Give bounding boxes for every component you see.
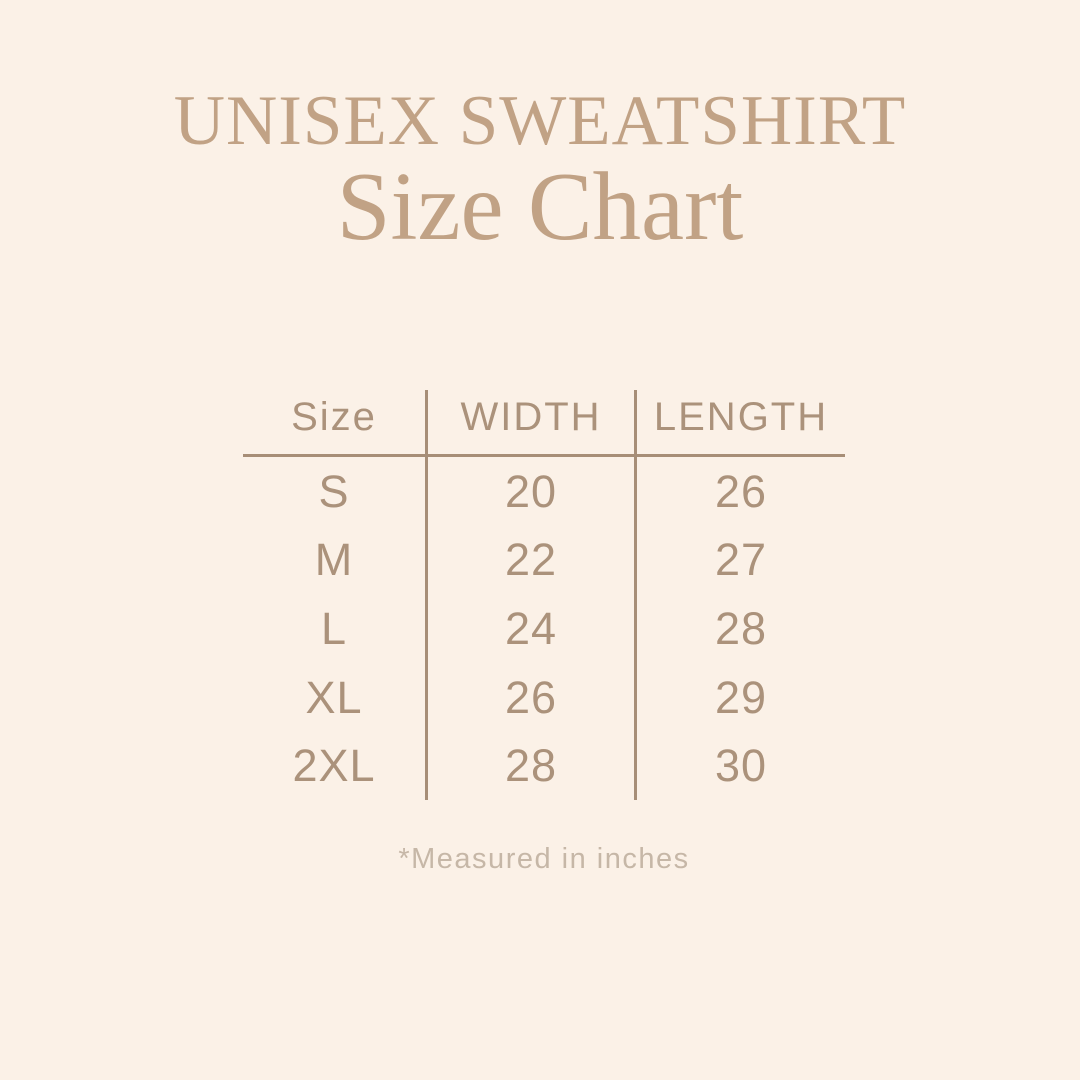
- page-title: Size Chart: [336, 153, 744, 260]
- table-cell-length: 28: [714, 602, 768, 654]
- column-header-length: LENGTH: [637, 390, 845, 457]
- table-cell-size: XL: [305, 671, 363, 723]
- table-cell-width: 26: [425, 662, 637, 732]
- table-cell-size: 2XL: [292, 740, 376, 792]
- measurement-footnote: *Measured in inches: [398, 843, 690, 875]
- table-cell-width: 28: [425, 731, 637, 800]
- table-cell-size: M: [314, 534, 354, 586]
- table-cell-length: 27: [714, 534, 768, 586]
- table-cell-length: 30: [714, 740, 768, 792]
- table-cell-width: 22: [425, 525, 637, 595]
- table-cell-size: L: [320, 602, 348, 654]
- column-header-width: WIDTH: [425, 390, 637, 457]
- table-cell-width: 24: [425, 594, 637, 663]
- size-table: Size WIDTH LENGTH S 20 26 M 22 27 L 24 2…: [243, 390, 845, 800]
- table-cell-width: 20: [425, 457, 637, 526]
- table-cell-length: 26: [714, 465, 768, 517]
- product-title: UNISEX SWEATSHIRT: [173, 82, 907, 160]
- table-cell-size: S: [318, 465, 350, 517]
- table-cell-length: 29: [714, 671, 768, 723]
- column-header-size: Size: [243, 390, 425, 457]
